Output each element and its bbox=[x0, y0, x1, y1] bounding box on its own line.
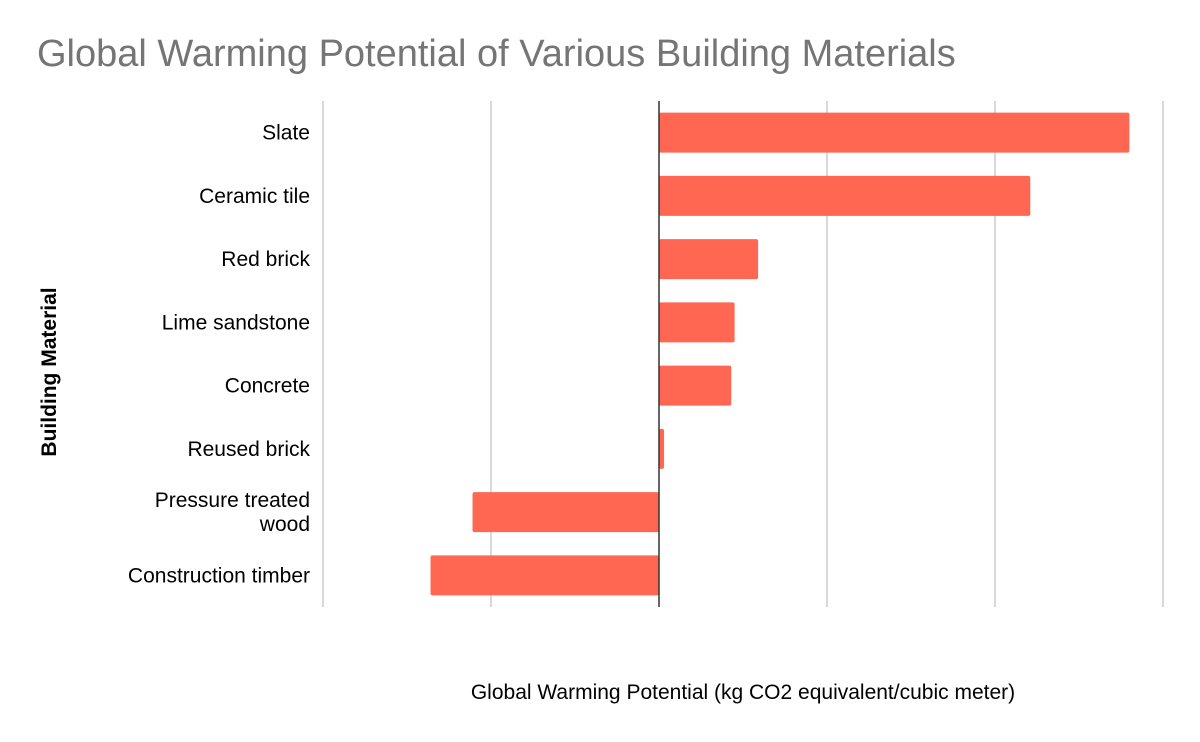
category-label: Red brick bbox=[221, 248, 310, 271]
bar bbox=[430, 555, 659, 596]
bar bbox=[659, 365, 732, 406]
category-label: Pressure treated wood bbox=[155, 489, 310, 536]
category-label: Ceramic tile bbox=[199, 185, 310, 208]
category-labels: Slate Ceramic tile Red brick Lime sandstone… bbox=[128, 122, 311, 588]
category-label-line: Red brick bbox=[221, 248, 310, 271]
category-label: Lime sandstone bbox=[162, 311, 310, 334]
bar bbox=[659, 302, 735, 343]
category-label-line: Slate bbox=[262, 122, 310, 145]
category-label-line: Reused brick bbox=[187, 438, 310, 461]
category-label-line: Pressure treated bbox=[155, 489, 310, 512]
bar bbox=[659, 239, 759, 280]
category-label-line: Construction timber bbox=[128, 564, 310, 587]
bars bbox=[430, 112, 1130, 596]
category-label: Slate bbox=[262, 122, 310, 145]
x-axis-title: Global Warming Potential (kg CO2 equival… bbox=[471, 681, 1015, 704]
category-label: Construction timber bbox=[128, 564, 310, 587]
bar bbox=[472, 492, 659, 533]
chart-title: Global Warming Potential of Various Buil… bbox=[37, 33, 956, 75]
bar bbox=[659, 112, 1130, 153]
category-label: Concrete bbox=[225, 375, 310, 398]
category-label-line: Concrete bbox=[225, 375, 310, 398]
category-label: Reused brick bbox=[187, 438, 310, 461]
bar bbox=[659, 175, 1031, 216]
y-axis-title: Building Material bbox=[38, 287, 61, 456]
category-label-line: wood bbox=[259, 513, 310, 536]
category-label-line: Ceramic tile bbox=[199, 185, 310, 208]
bar bbox=[659, 428, 665, 469]
category-label-line: Lime sandstone bbox=[162, 311, 310, 334]
